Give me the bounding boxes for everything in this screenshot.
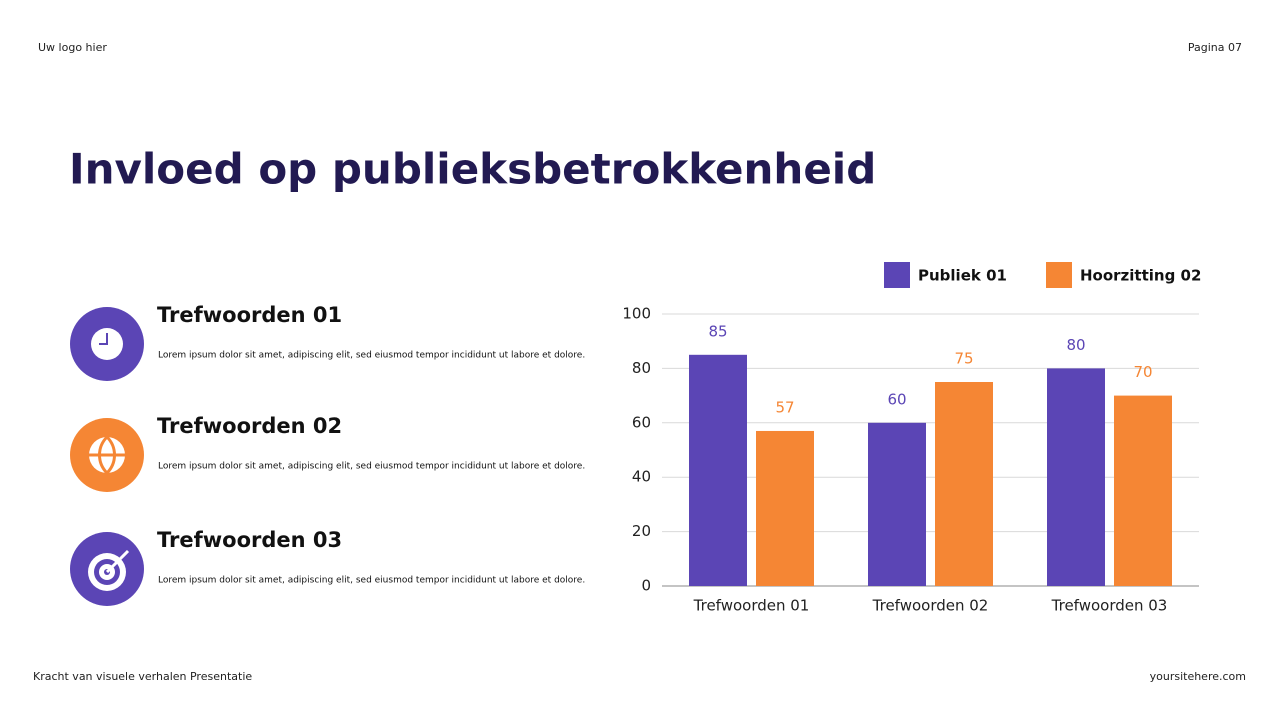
legend-swatch: [884, 262, 910, 288]
icon: [89, 435, 125, 475]
icon: [105, 549, 130, 574]
item-title: Trefwoorden 01: [157, 303, 342, 327]
item-title: Trefwoorden 02: [157, 414, 342, 438]
bar: [1047, 368, 1105, 586]
y-tick-label: 60: [632, 413, 651, 431]
bar: [756, 430, 814, 586]
legend-label: Hoorzitting 02: [1080, 267, 1201, 285]
y-tick-label: 0: [641, 577, 651, 595]
y-tick-label: 80: [632, 359, 651, 377]
item-text: Lorem ipsum dolor sit amet, adipiscing e…: [158, 462, 585, 472]
item-title: Trefwoorden 03: [157, 528, 342, 552]
page-number: Pagina 07: [1188, 41, 1242, 54]
value-label: 80: [1066, 336, 1085, 354]
icon: [99, 333, 108, 345]
y-tick-label: 40: [632, 468, 651, 486]
value-label: 70: [1133, 363, 1152, 381]
slide-title: Invloed op publieksbetrokkenheid: [69, 145, 876, 194]
value-label: 85: [708, 322, 727, 340]
legend-swatch: [1046, 262, 1072, 288]
value-label: 60: [887, 390, 906, 408]
legend-label: Publiek 01: [918, 267, 1007, 285]
value-label: 75: [954, 350, 973, 368]
footer-text: Kracht van visuele verhalen Presentatie: [33, 670, 252, 683]
bar: [689, 354, 747, 586]
value-label: 57: [775, 398, 794, 416]
y-tick-label: 100: [622, 305, 651, 323]
item-text: Lorem ipsum dolor sit amet, adipiscing e…: [158, 351, 585, 361]
x-tick-label: Trefwoorden 03: [1051, 597, 1168, 615]
bar: [935, 382, 993, 586]
logo: Uw logo hier: [38, 41, 107, 54]
x-tick-label: Trefwoorden 02: [872, 597, 989, 615]
y-tick-label: 20: [632, 522, 651, 540]
item-text: Lorem ipsum dolor sit amet, adipiscing e…: [158, 576, 585, 586]
bar: [1114, 395, 1172, 586]
x-tick-label: Trefwoorden 01: [693, 597, 810, 615]
footer-url: yoursitehere.com: [1150, 670, 1246, 683]
bar: [868, 422, 926, 586]
chart: 0 20 40 60 80 100 Trefwoorden 01 85 57 Trefwoorde…: [622, 262, 1201, 615]
